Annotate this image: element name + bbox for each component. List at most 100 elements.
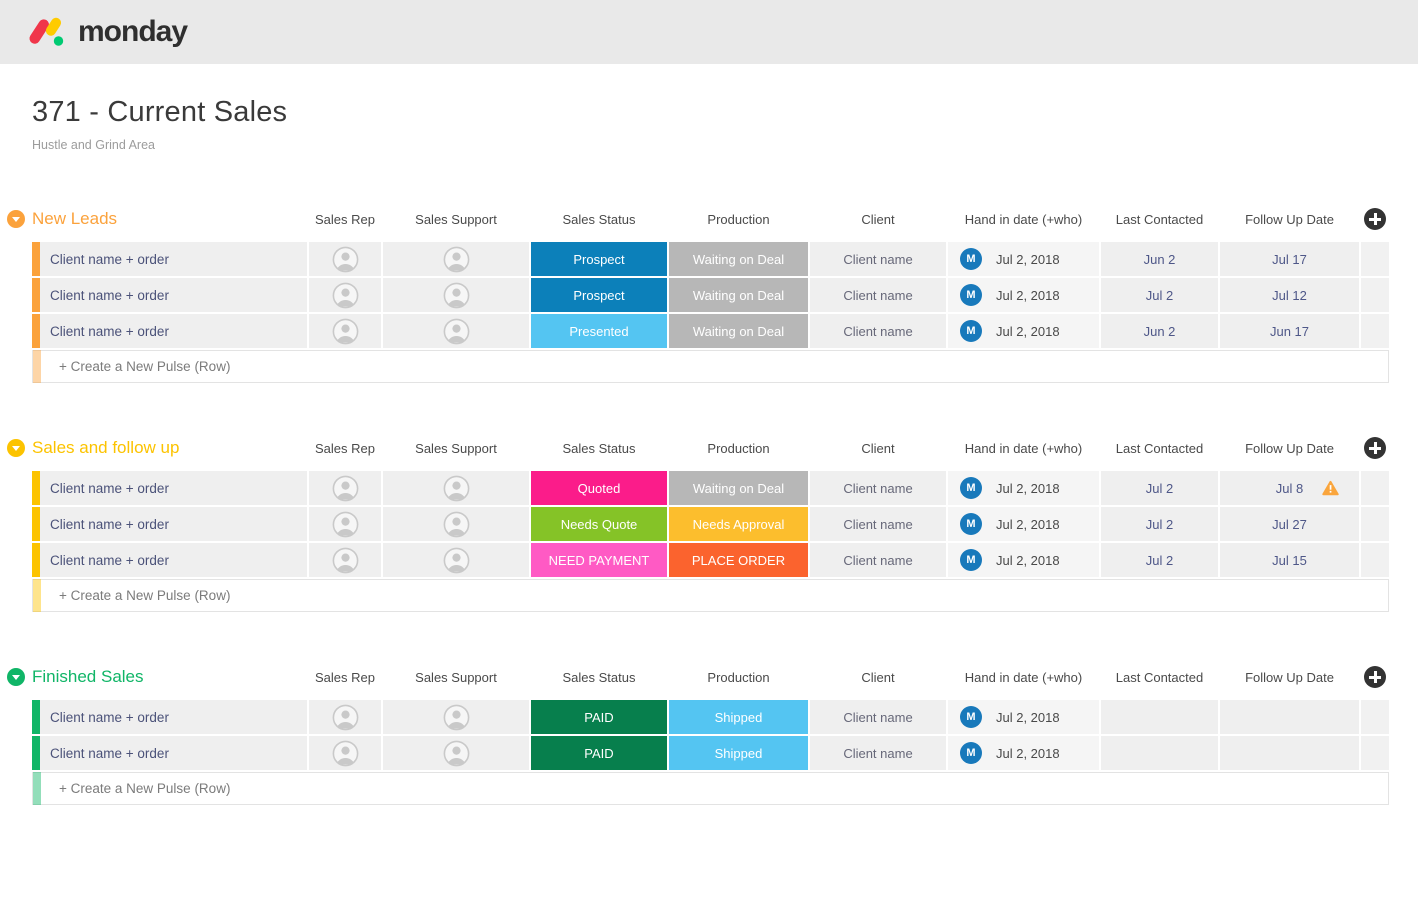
group-title[interactable]: New Leads (32, 209, 118, 228)
cell-client[interactable]: Client name (810, 543, 946, 577)
board-title[interactable]: 371 - Current Sales (32, 96, 288, 128)
cell-sales-support[interactable] (383, 507, 529, 541)
cell-production[interactable]: Waiting on Deal (669, 471, 808, 505)
column-header-production[interactable]: Production (707, 440, 770, 456)
cell-client[interactable]: Client name (810, 507, 946, 541)
cell-sales-status[interactable]: PAID (531, 700, 667, 734)
collapse-group-icon[interactable] (7, 668, 25, 686)
cell-production[interactable]: Shipped (669, 700, 808, 734)
cell-sales-rep[interactable] (309, 471, 381, 505)
column-header-follow-up-date[interactable]: Follow Up Date (1245, 669, 1334, 685)
cell-follow-up-date[interactable]: Jul 17 (1220, 242, 1359, 276)
cell-hand-in-date[interactable]: M Jul 2, 2018 (948, 507, 1099, 541)
column-header-production[interactable]: Production (707, 211, 770, 227)
cell-sales-status[interactable]: Quoted (531, 471, 667, 505)
cell-sales-rep[interactable] (309, 700, 381, 734)
cell-hand-in-date[interactable]: M Jul 2, 2018 (948, 314, 1099, 348)
cell-sales-support[interactable] (383, 700, 529, 734)
pulse-name-cell[interactable]: Client name + order (32, 736, 307, 770)
cell-client[interactable]: Client name (810, 314, 946, 348)
cell-sales-rep[interactable] (309, 314, 381, 348)
create-new-pulse-row[interactable]: + Create a New Pulse (Row) (32, 350, 1389, 383)
cell-sales-rep[interactable] (309, 507, 381, 541)
column-header-sales-support[interactable]: Sales Support (415, 440, 497, 456)
column-header-sales-status[interactable]: Sales Status (562, 211, 636, 227)
cell-sales-rep[interactable] (309, 242, 381, 276)
column-header-sales-support[interactable]: Sales Support (415, 211, 497, 227)
column-header-sales-rep[interactable]: Sales Rep (315, 211, 375, 227)
cell-hand-in-date[interactable]: M Jul 2, 2018 (948, 543, 1099, 577)
cell-last-contacted[interactable]: Jun 2 (1101, 242, 1218, 276)
collapse-group-icon[interactable] (7, 439, 25, 457)
plus-icon[interactable] (1364, 208, 1386, 230)
collapse-group-icon[interactable] (7, 210, 25, 228)
cell-sales-rep[interactable] (309, 543, 381, 577)
column-header-sales-status[interactable]: Sales Status (562, 669, 636, 685)
cell-follow-up-date[interactable]: Jul 15 (1220, 543, 1359, 577)
column-header-client[interactable]: Client (861, 440, 895, 456)
cell-hand-in-date[interactable]: M Jul 2, 2018 (948, 278, 1099, 312)
group-title[interactable]: Sales and follow up (32, 438, 180, 457)
cell-last-contacted[interactable]: Jul 2 (1101, 543, 1218, 577)
plus-icon[interactable] (1364, 437, 1386, 459)
column-header-follow-up-date[interactable]: Follow Up Date (1245, 211, 1334, 227)
cell-sales-support[interactable] (383, 242, 529, 276)
pulse-name-cell[interactable]: Client name + order (32, 471, 307, 505)
cell-sales-support[interactable] (383, 278, 529, 312)
board-subtitle[interactable]: Hustle and Grind Area (32, 138, 155, 152)
cell-sales-support[interactable] (383, 471, 529, 505)
cell-follow-up-date[interactable]: Jun 17 (1220, 314, 1359, 348)
cell-follow-up-date[interactable]: Jul 12 (1220, 278, 1359, 312)
cell-last-contacted[interactable]: Jun 2 (1101, 314, 1218, 348)
cell-sales-status[interactable]: Presented (531, 314, 667, 348)
column-header-sales-rep[interactable]: Sales Rep (315, 440, 375, 456)
pulse-name-cell[interactable]: Client name + order (32, 314, 307, 348)
group-title[interactable]: Finished Sales (32, 667, 144, 686)
monday-logo[interactable]: monday (27, 11, 188, 53)
column-header-follow-up-date[interactable]: Follow Up Date (1245, 440, 1334, 456)
cell-follow-up-date[interactable] (1220, 736, 1359, 770)
column-header-last-contacted[interactable]: Last Contacted (1115, 669, 1204, 685)
cell-hand-in-date[interactable]: M Jul 2, 2018 (948, 242, 1099, 276)
cell-sales-status[interactable]: NEED PAYMENT (531, 543, 667, 577)
cell-follow-up-date[interactable]: Jul 27 (1220, 507, 1359, 541)
cell-production[interactable]: PLACE ORDER (669, 543, 808, 577)
column-header-last-contacted[interactable]: Last Contacted (1115, 211, 1204, 227)
cell-sales-status[interactable]: PAID (531, 736, 667, 770)
pulse-name-cell[interactable]: Client name + order (32, 278, 307, 312)
cell-hand-in-date[interactable]: M Jul 2, 2018 (948, 736, 1099, 770)
cell-client[interactable]: Client name (810, 471, 946, 505)
pulse-name-cell[interactable]: Client name + order (32, 242, 307, 276)
cell-last-contacted[interactable]: Jul 2 (1101, 471, 1218, 505)
cell-last-contacted[interactable] (1101, 700, 1218, 734)
cell-follow-up-date[interactable] (1220, 700, 1359, 734)
column-header-sales-rep[interactable]: Sales Rep (315, 669, 375, 685)
warning-triangle-icon[interactable] (1322, 480, 1339, 496)
cell-client[interactable]: Client name (810, 700, 946, 734)
cell-last-contacted[interactable]: Jul 2 (1101, 278, 1218, 312)
cell-sales-support[interactable] (383, 543, 529, 577)
pulse-name-cell[interactable]: Client name + order (32, 543, 307, 577)
column-header-client[interactable]: Client (861, 211, 895, 227)
column-header-hand-in-date-who[interactable]: Hand in date (+who) (964, 211, 1083, 227)
column-header-sales-status[interactable]: Sales Status (562, 440, 636, 456)
cell-sales-rep[interactable] (309, 736, 381, 770)
cell-last-contacted[interactable]: Jul 2 (1101, 507, 1218, 541)
cell-sales-status[interactable]: Prospect (531, 278, 667, 312)
cell-sales-support[interactable] (383, 736, 529, 770)
column-header-last-contacted[interactable]: Last Contacted (1115, 440, 1204, 456)
create-new-pulse-row[interactable]: + Create a New Pulse (Row) (32, 772, 1389, 805)
cell-client[interactable]: Client name (810, 736, 946, 770)
cell-sales-support[interactable] (383, 314, 529, 348)
cell-production[interactable]: Shipped (669, 736, 808, 770)
cell-client[interactable]: Client name (810, 278, 946, 312)
cell-sales-status[interactable]: Needs Quote (531, 507, 667, 541)
cell-production[interactable]: Waiting on Deal (669, 314, 808, 348)
cell-production[interactable]: Waiting on Deal (669, 278, 808, 312)
cell-sales-rep[interactable] (309, 278, 381, 312)
pulse-name-cell[interactable]: Client name + order (32, 507, 307, 541)
cell-last-contacted[interactable] (1101, 736, 1218, 770)
cell-sales-status[interactable]: Prospect (531, 242, 667, 276)
column-header-client[interactable]: Client (861, 669, 895, 685)
column-header-hand-in-date-who[interactable]: Hand in date (+who) (964, 440, 1083, 456)
